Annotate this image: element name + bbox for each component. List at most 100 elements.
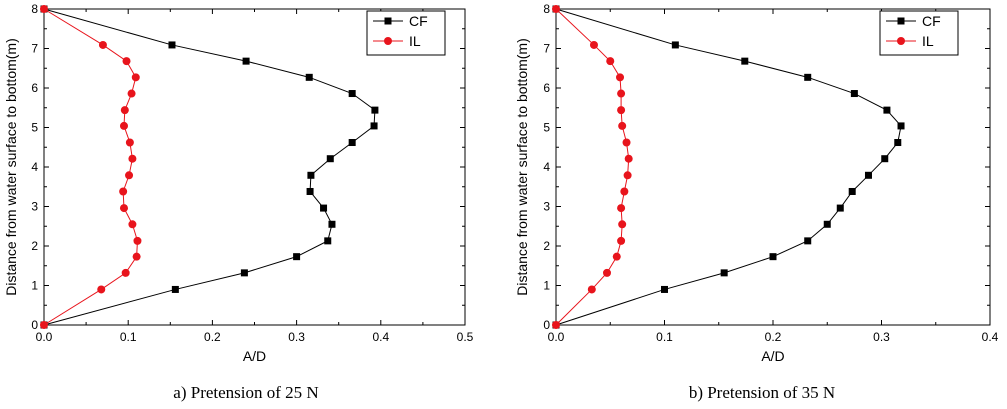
chart-panel-b: 0.0 0.1 0.2 0.3 0.4 0 1 2 3 4 5 6 7 8 A/D Distance from… <box>514 2 999 402</box>
y-tick-label: 5 <box>543 121 550 135</box>
x-tick-label: 0.1 <box>120 330 137 344</box>
data-point-il <box>622 138 631 147</box>
data-point-cf <box>741 57 749 65</box>
legend-marker-cf <box>384 17 392 25</box>
chart-panel-a: 0.0 0.1 0.2 0.3 0.4 0.5 0 1 2 3 4 5 6 7 8 A/D Distance f… <box>3 2 474 402</box>
data-point-il <box>119 204 128 213</box>
data-point-il <box>98 40 107 49</box>
data-point-il <box>618 220 627 229</box>
data-point-cf <box>328 220 336 228</box>
x-tick-label: 0.1 <box>656 330 673 344</box>
y-tick-label: 3 <box>31 200 38 214</box>
data-point-cf <box>168 41 176 49</box>
legend-label-il: IL <box>922 33 934 49</box>
data-point-il <box>131 73 140 82</box>
x-tick-label: 0.5 <box>457 330 474 344</box>
data-point-il <box>587 285 596 294</box>
y-tick-label: 6 <box>31 81 38 95</box>
y-tick-label: 0 <box>543 318 550 332</box>
x-axis-label: A/D <box>243 348 266 364</box>
data-point-cf <box>836 204 844 212</box>
y-tick-label: 4 <box>31 160 38 174</box>
y-axis-label: Distance from water surface to bottom(m) <box>3 38 19 296</box>
data-point-cf <box>864 171 872 179</box>
x-tick-label: 0.0 <box>548 330 565 344</box>
data-point-cf <box>804 73 812 81</box>
data-point-il <box>602 268 611 277</box>
data-point-il <box>624 154 633 163</box>
y-tick-label: 7 <box>543 42 550 56</box>
data-point-il <box>616 73 625 82</box>
y-tick-label: 5 <box>31 121 38 135</box>
x-tick-label: 0.0 <box>36 330 53 344</box>
data-point-il <box>127 89 136 98</box>
data-point-il <box>40 321 48 329</box>
x-axis-label: A/D <box>761 348 784 364</box>
data-point-cf <box>370 122 378 130</box>
panel-caption: a) Pretension of 25 N <box>173 383 318 402</box>
data-point-cf <box>348 90 356 98</box>
plot-frame <box>555 8 991 326</box>
legend: CF IL <box>366 10 446 56</box>
data-point-il <box>620 187 629 196</box>
series-line-cf <box>43 8 376 326</box>
data-point-il <box>618 121 627 130</box>
x-tick-label: 0.3 <box>873 330 890 344</box>
data-point-il <box>612 252 621 261</box>
legend-marker-il <box>384 37 392 45</box>
y-tick-label: 6 <box>543 81 550 95</box>
data-point-cf <box>293 253 301 261</box>
legend-marker-cf <box>897 17 905 25</box>
data-point-il <box>133 236 142 245</box>
y-tick-label: 8 <box>31 2 38 16</box>
data-point-cf <box>320 204 328 212</box>
data-point-cf <box>848 187 856 195</box>
data-point-cf <box>881 155 889 163</box>
data-point-cf <box>324 237 332 245</box>
x-tick-label: 0.3 <box>288 330 305 344</box>
y-tick-label: 7 <box>31 42 38 56</box>
data-point-cf <box>894 139 902 147</box>
data-point-il <box>125 138 134 147</box>
legend-marker-il <box>897 37 905 45</box>
data-point-il <box>606 57 615 66</box>
data-point-il <box>617 204 626 213</box>
legend-label-cf: CF <box>922 13 941 29</box>
legend-label-il: IL <box>409 33 421 49</box>
y-tick-label: 0 <box>31 318 38 332</box>
data-point-il <box>97 285 106 294</box>
data-point-cf <box>171 285 179 293</box>
legend-box <box>366 10 446 56</box>
legend: CF IL <box>879 10 959 56</box>
legend-label-cf: CF <box>409 13 428 29</box>
y-tick-label: 8 <box>543 2 550 16</box>
data-point-cf <box>306 187 314 195</box>
data-point-cf <box>240 269 248 277</box>
y-tick-label: 1 <box>543 279 550 293</box>
data-point-il <box>119 187 128 196</box>
data-point-cf <box>371 106 379 114</box>
data-point-cf <box>823 220 831 228</box>
data-point-cf <box>769 253 777 261</box>
data-point-cf <box>242 57 250 65</box>
x-tick-label: 0.4 <box>372 330 389 344</box>
data-point-cf <box>720 269 728 277</box>
data-point-il <box>617 106 626 115</box>
data-point-il <box>552 321 560 329</box>
x-tick-label: 0.2 <box>204 330 221 344</box>
data-point-cf <box>850 90 858 98</box>
data-point-cf <box>661 285 668 293</box>
data-point-il <box>617 236 626 245</box>
data-point-il <box>121 268 130 277</box>
data-point-il <box>128 220 137 229</box>
data-point-cf <box>326 155 334 163</box>
series-line-il <box>555 8 630 326</box>
x-tick-label: 0.4 <box>982 330 999 344</box>
data-point-il <box>589 40 598 49</box>
data-point-il <box>120 106 129 115</box>
data-point-cf <box>305 73 313 81</box>
data-point-cf <box>897 122 905 130</box>
data-point-cf <box>348 139 356 147</box>
data-point-cf <box>307 171 315 179</box>
